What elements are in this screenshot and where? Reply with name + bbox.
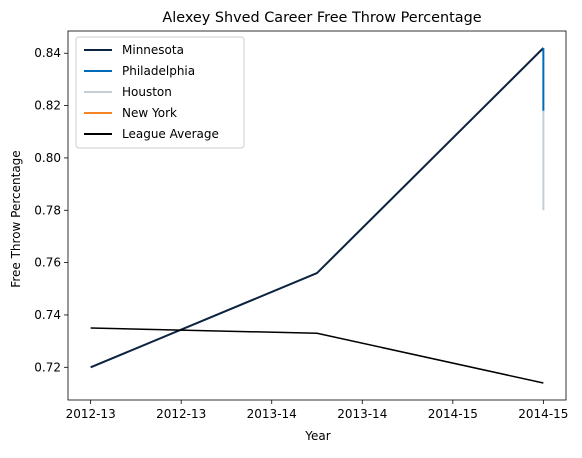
legend-label: Philadelphia [122, 64, 195, 78]
chart-title: Alexey Shved Career Free Throw Percentag… [162, 10, 481, 26]
series-line-0 [90, 47, 545, 369]
x-tick-label: 2014-15 [518, 407, 568, 421]
y-tick-label: 0.74 [34, 308, 61, 322]
y-axis-label: Free Throw Percentage [9, 150, 23, 287]
legend-box [75, 36, 245, 149]
series-line-4 [90, 327, 544, 384]
y-tick-label: 0.84 [34, 46, 61, 60]
plot-frame [67, 30, 567, 401]
y-tick-label: 0.78 [34, 203, 61, 217]
x-tick-label: 2013-14 [247, 407, 297, 421]
x-tick-label: 2012-13 [156, 407, 206, 421]
legend-label: Minnesota [122, 43, 184, 57]
y-tick-label: 0.80 [34, 151, 61, 165]
y-tick-label: 0.76 [34, 256, 61, 270]
x-tick-label: 2014-15 [428, 407, 478, 421]
legend-label: League Average [122, 127, 219, 141]
y-tick-label: 0.82 [34, 99, 61, 113]
legend-label: New York [122, 106, 177, 120]
x-tick-label: 2013-14 [337, 407, 387, 421]
y-tick-label: 0.72 [34, 360, 61, 374]
legend-label: Houston [122, 85, 172, 99]
x-tick-label: 2012-13 [66, 407, 116, 421]
x-axis-label: Year [304, 429, 330, 443]
